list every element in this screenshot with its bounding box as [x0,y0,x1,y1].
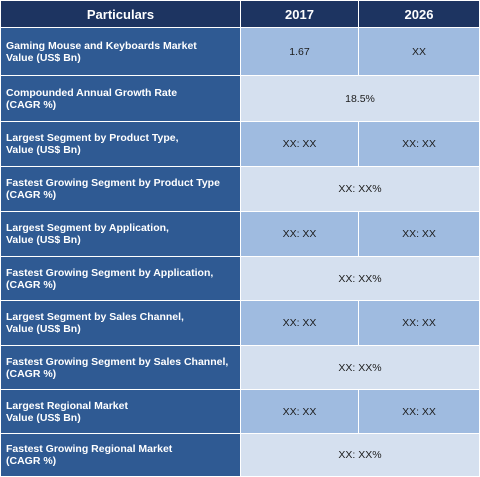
header-row: Particulars 2017 2026 [0,0,480,28]
value-2017: XX: XX [240,211,359,257]
table-row: Largest Segment by Sales Channel, Value (… [0,300,480,346]
value-merged: XX: XX% [240,345,480,390]
header-2017: 2017 [240,0,359,28]
row-label: Fastest Growing Segment by Application,(… [0,256,241,301]
row-label: Fastest Growing Segment by Product Type(… [0,166,241,212]
table-row: Largest Regional Market Value (US$ Bn) XX… [0,389,480,434]
header-particulars: Particulars [0,0,241,28]
value-merged: 18.5% [240,75,480,122]
value-merged: XX: XX% [240,166,480,212]
value-2017: XX: XX [240,389,359,434]
table-row: Fastest Growing Regional Market (CAGR %) … [0,433,480,477]
value-merged: XX: XX% [240,256,480,301]
table-row: Compounded Annual Growth Rate (CAGR %) 18… [0,75,480,122]
row-label: Largest Segment by Product Type, Value (U… [0,121,241,167]
table-row: Fastest Growing Segment by Product Type(… [0,166,480,212]
table-row: Largest Segment by Application, Value (US… [0,211,480,257]
row-label: Largest Segment by Sales Channel, Value (… [0,300,241,346]
value-2017: 1.67 [240,27,359,76]
header-2026: 2026 [358,0,480,28]
value-2017: XX: XX [240,300,359,346]
row-label: Fastest Growing Regional Market (CAGR %) [0,433,241,477]
row-label: Gaming Mouse and Keyboards Market Value (… [0,27,241,76]
table-row: Fastest Growing Segment by Sales Channel… [0,345,480,390]
row-label: Compounded Annual Growth Rate (CAGR %) [0,75,241,122]
value-2026: XX: XX [358,121,480,167]
value-2026: XX [358,27,480,76]
value-merged: XX: XX% [240,433,480,477]
value-2026: XX: XX [358,211,480,257]
table-row: Fastest Growing Segment by Application,(… [0,256,480,301]
table-row: Largest Segment by Product Type, Value (U… [0,121,480,167]
table-row: Gaming Mouse and Keyboards Market Value (… [0,27,480,76]
value-2026: XX: XX [358,389,480,434]
row-label: Fastest Growing Segment by Sales Channel… [0,345,241,390]
value-2026: XX: XX [358,300,480,346]
value-2017: XX: XX [240,121,359,167]
row-label: Largest Regional Market Value (US$ Bn) [0,389,241,434]
row-label: Largest Segment by Application, Value (US… [0,211,241,257]
